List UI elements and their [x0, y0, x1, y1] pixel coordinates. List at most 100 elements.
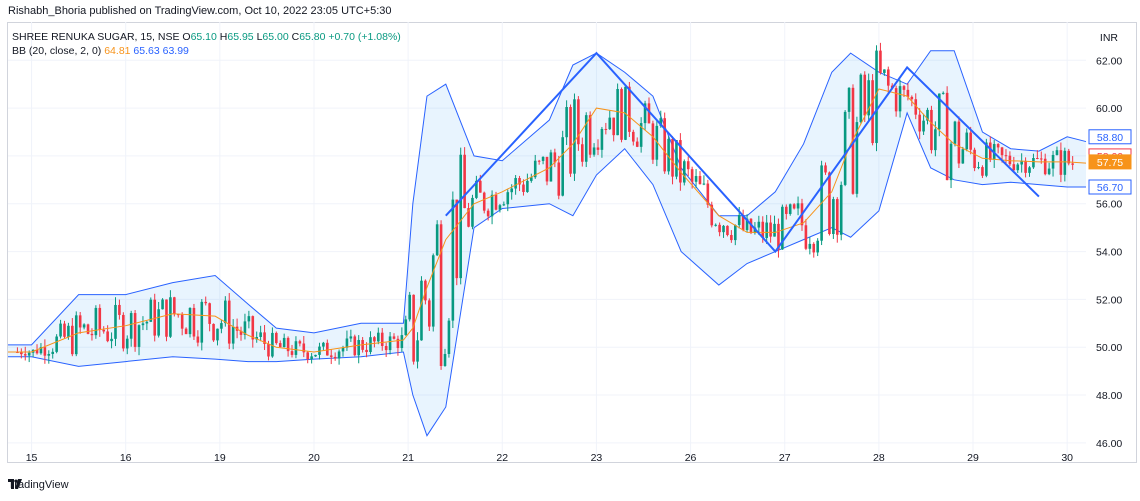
candle-body	[769, 222, 772, 237]
candle-body	[745, 218, 749, 231]
symbol-row: SHREE RENUKA SUGAR, 15, NSE O65.10 H65.9…	[12, 30, 401, 44]
candle-body	[581, 144, 584, 162]
candle-body	[812, 243, 816, 253]
price-tag-label: 57.75	[1097, 157, 1123, 169]
candle-body	[569, 107, 572, 174]
x-tick-label: 26	[685, 452, 697, 464]
candle-body	[180, 314, 184, 329]
candle-body	[129, 313, 133, 339]
candle-body	[682, 161, 686, 183]
candle-body	[176, 314, 180, 316]
candle-body	[502, 204, 506, 206]
candle-body	[47, 353, 51, 356]
low-value: 65.00	[262, 31, 289, 43]
bb-lower-line	[8, 111, 1086, 437]
bb-row: BB (20, close, 2, 0) 64.81 65.63 63.99	[12, 44, 401, 58]
candle-body	[263, 332, 266, 344]
candle-body	[686, 161, 690, 170]
candle-body	[777, 223, 780, 250]
candle-body	[216, 328, 219, 341]
candle-body	[392, 336, 396, 339]
candle-body	[792, 204, 796, 209]
candle-body	[98, 307, 102, 330]
candle-body	[341, 347, 345, 352]
candle-body	[655, 125, 659, 160]
candle-body	[365, 349, 368, 353]
candle-body	[239, 330, 243, 335]
candle-body	[530, 177, 533, 181]
close-label: C	[291, 31, 300, 43]
candle-body	[255, 336, 259, 340]
footer: TradingView	[8, 479, 69, 491]
price-tag-label: 56.70	[1097, 182, 1123, 194]
candle-body	[345, 338, 349, 348]
candle-body	[447, 320, 451, 354]
candle-body	[859, 74, 863, 123]
candle-body	[832, 199, 835, 235]
candle-body	[220, 323, 223, 329]
candle-body	[1055, 150, 1059, 155]
candle-body	[1047, 168, 1051, 175]
candle-body	[937, 93, 941, 130]
candle-body	[765, 222, 768, 238]
candle-body	[471, 197, 474, 227]
footer-brand[interactable]: TradingView	[8, 479, 69, 491]
candle-body	[643, 103, 647, 124]
candle-body	[757, 221, 761, 228]
bb-upper-value: 65.63	[133, 45, 160, 57]
x-tick-label: 20	[308, 452, 320, 464]
price-tag-box	[1088, 154, 1132, 170]
candle-body	[51, 351, 55, 354]
candle-body	[420, 280, 423, 341]
candle-body	[741, 214, 745, 231]
candle-body	[965, 132, 969, 150]
candle-body	[808, 243, 812, 249]
candle-body	[275, 332, 278, 344]
candle-body	[1008, 155, 1012, 165]
candle-body	[224, 300, 227, 324]
candle-body	[612, 117, 615, 136]
candle-body	[698, 176, 702, 185]
candle-body	[781, 206, 784, 250]
symbol-name[interactable]: SHREE RENUKA SUGAR, 15, NSE	[12, 31, 180, 43]
y-tick-label: 62.00	[1096, 55, 1122, 67]
candle-body	[400, 335, 404, 349]
bb-basis-line	[8, 88, 1087, 353]
candle-body	[518, 178, 521, 185]
candle-body	[380, 332, 384, 347]
candle-body	[494, 194, 498, 210]
candle-body	[192, 307, 196, 337]
candle-body	[1032, 158, 1035, 168]
candle-body	[1039, 158, 1043, 160]
chart-area[interactable]: SHREE RENUKA SUGAR, 15, NSE O65.10 H65.9…	[0, 22, 1140, 477]
trend-line	[445, 51, 1040, 254]
candle-body	[675, 140, 678, 177]
candle-body	[90, 333, 94, 336]
candle-body	[416, 340, 419, 362]
bb-label[interactable]: BB (20, close, 2, 0)	[12, 45, 102, 57]
candle-body	[1024, 160, 1027, 173]
candle-body	[863, 74, 867, 116]
candle-body	[326, 342, 329, 356]
candle-body	[910, 96, 914, 100]
candle-body	[898, 86, 902, 112]
candle-body	[55, 336, 58, 352]
candle-body	[86, 324, 90, 334]
candle-body	[459, 154, 462, 279]
low-label: L	[256, 31, 263, 43]
candle-body	[1059, 150, 1063, 175]
candle-body	[333, 356, 337, 359]
candle-body	[828, 172, 831, 235]
candle-body	[526, 180, 529, 192]
candle-body	[561, 137, 564, 196]
y-tick-label: 50.00	[1096, 342, 1122, 354]
candle-body	[510, 188, 513, 193]
candle-body	[20, 352, 23, 355]
candle-body	[329, 355, 333, 357]
candle-body	[973, 149, 976, 169]
candle-body	[173, 297, 176, 315]
close-value: 65.80	[299, 31, 326, 43]
candle-body	[486, 210, 490, 217]
candle-body	[726, 225, 729, 236]
candlestick-chart[interactable]: 46.0048.0050.0052.0054.0056.0058.0060.00…	[0, 22, 1140, 477]
